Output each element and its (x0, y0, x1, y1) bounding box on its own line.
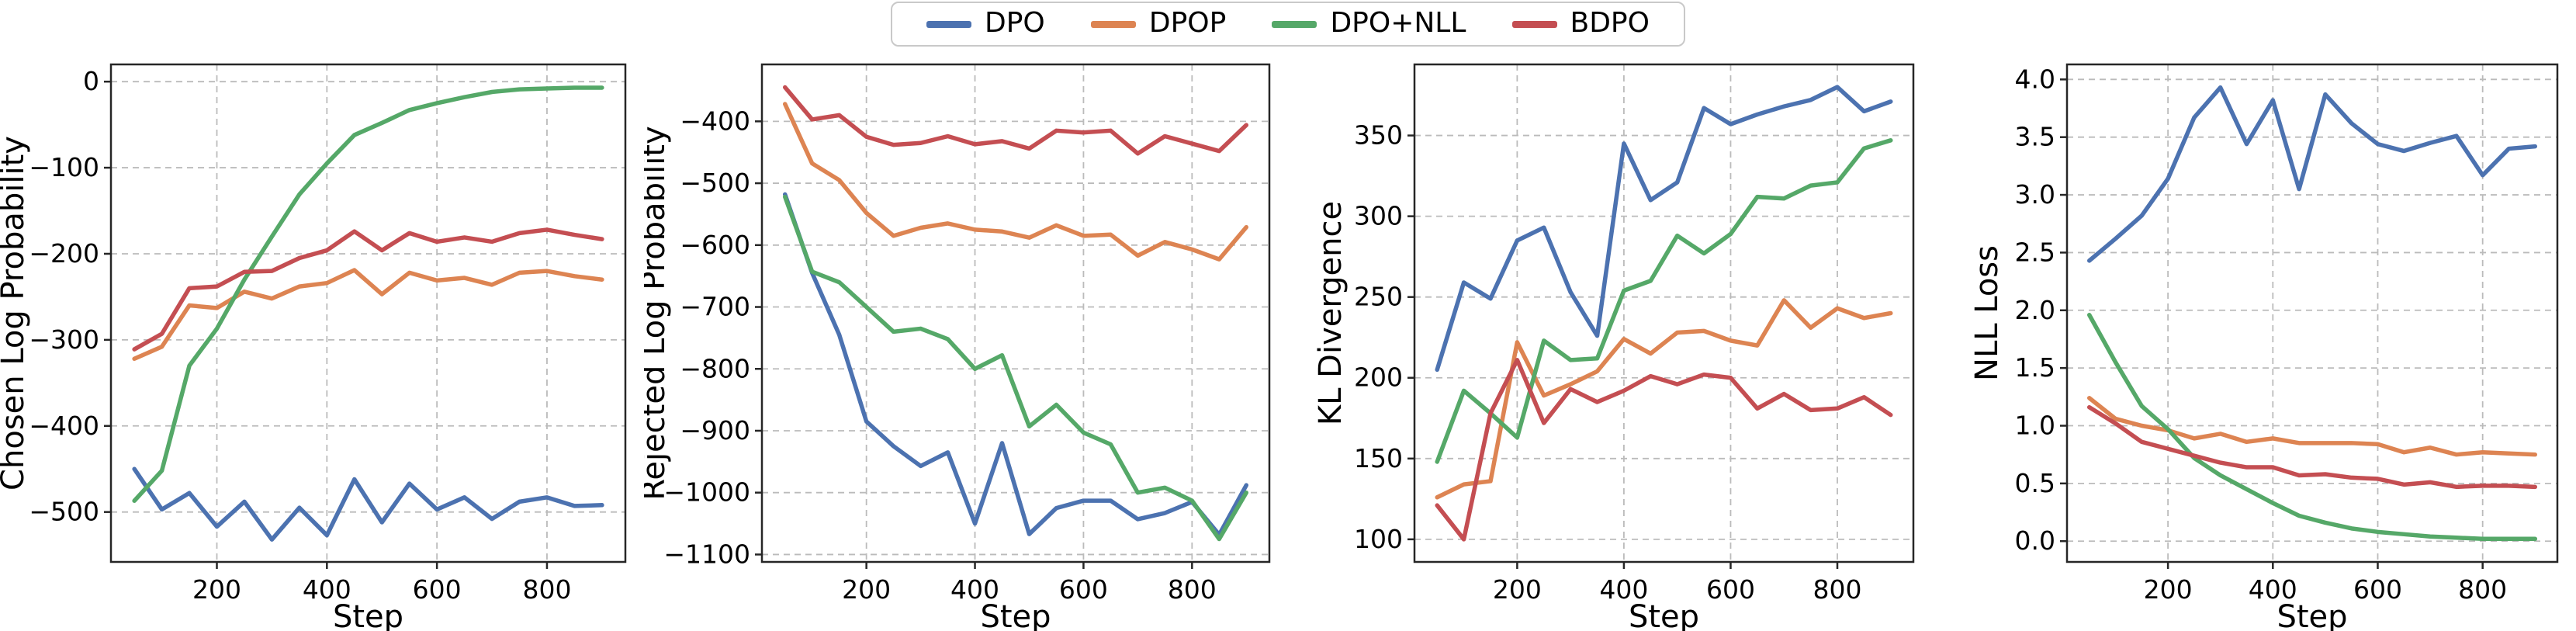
legend-line-sample-dpop-icon (1090, 20, 1136, 28)
chart-panel-kl-divergence: 200 400 600 800 100 150 200 250 300 350 Step KL Div… (1288, 0, 1932, 631)
y-tick-label: −100 (29, 152, 99, 182)
y-tick-label: −200 (29, 238, 99, 269)
series-line-dpop (132, 268, 604, 362)
y-tick-label: 0 (83, 66, 99, 96)
series-line-dpo-nll (782, 194, 1249, 542)
y-tick-label: −800 (680, 353, 750, 383)
legend-label-dpop: DPOP (1148, 6, 1227, 39)
axes-spines (109, 63, 627, 563)
y-tick-label: −700 (680, 292, 750, 322)
y-tick-label: 3.5 (2015, 122, 2055, 152)
y-axis-label: NLL Loss (1969, 245, 2005, 381)
x-tick-label: 400 (303, 574, 351, 605)
y-axis-label: Chosen Log Probability (0, 136, 31, 491)
y-tick-label: 300 (1354, 201, 1403, 231)
x-tick-label: 800 (1813, 574, 1862, 605)
chart-panel-chosen-log-probability: 200 400 600 800 0 −100 −200 −300 −400 −500 Step Cho… (0, 0, 644, 631)
series-line-dpo (2086, 85, 2538, 263)
series-line-dpop (2086, 396, 2538, 457)
y-tick-label: 0.5 (2015, 468, 2055, 498)
axes-spines (2065, 63, 2559, 563)
x-tick-label: 200 (2144, 574, 2193, 605)
x-tick-label: 400 (1599, 574, 1648, 605)
kl-divergence-chart: 200 400 600 800 100 150 200 250 300 350 Step KL Div… (1313, 63, 1915, 631)
y-tick-label: 200 (1354, 362, 1403, 393)
chosen-log-probability-chart: 200 400 600 800 0 −100 −200 −300 −400 −500 Step Cho… (0, 63, 627, 631)
series-line-dpop (782, 102, 1249, 262)
series-line-dpo-nll (1435, 138, 1893, 464)
x-tick-label: 800 (522, 574, 571, 605)
x-tick-label: 400 (950, 574, 999, 605)
series-line-bdpo (1435, 358, 1893, 542)
legend-item-dpo-nll: DPO+NLL (1272, 9, 1466, 40)
series-line-dpo-nll (2086, 312, 2538, 542)
x-tick-label: 600 (1059, 574, 1108, 605)
y-tick-label: 150 (1354, 443, 1403, 473)
series-line-dpop (1435, 298, 1893, 500)
series-line-bdpo (782, 85, 1249, 156)
y-tick-label: −1000 (663, 477, 750, 508)
y-tick-label: 350 (1354, 120, 1403, 151)
legend-item-dpop: DPOP (1090, 6, 1227, 40)
legend-line-sample-bdpo-icon (1511, 20, 1557, 28)
series-line-bdpo (132, 227, 604, 352)
series-line-dpo-nll (132, 85, 604, 504)
chart-panel-nll-loss: 200 400 600 800 4.0 3.5 3.0 2.5 2.0 1.5 1.0 0.5 0.0 S… (1932, 0, 2576, 631)
y-tick-label: 3.0 (2015, 179, 2055, 210)
y-tick-label: 250 (1354, 282, 1403, 312)
x-tick-label: 600 (1706, 574, 1755, 605)
axes-spines (760, 63, 1271, 563)
y-tick-label: −400 (29, 411, 99, 441)
legend-label-dpo-nll: DPO+NLL (1330, 6, 1466, 39)
x-tick-label: 200 (842, 574, 891, 605)
y-tick-label: −600 (680, 230, 750, 260)
y-tick-label: −300 (29, 324, 99, 355)
y-tick-label: −500 (680, 168, 750, 198)
x-tick-label: 600 (2353, 574, 2402, 605)
legend-item-dpo: DPO (926, 9, 1045, 40)
chart-legend: DPO DPOP DPO+NLL BDPO (891, 2, 1685, 47)
x-axis-label: Step (1629, 599, 1699, 631)
y-tick-label: 100 (1354, 524, 1403, 554)
series-line-dpo (132, 466, 604, 542)
x-axis-label: Step (980, 599, 1051, 631)
legend-label-bdpo: BDPO (1570, 6, 1650, 39)
legend-item-bdpo: BDPO (1511, 6, 1650, 40)
series-line-dpo (1435, 85, 1893, 373)
y-tick-label: −500 (29, 497, 99, 527)
y-tick-label: 4.0 (2015, 64, 2055, 94)
x-axis-label: Step (2277, 599, 2347, 631)
y-tick-label: 0.0 (2015, 525, 2055, 556)
x-axis-label: Step (333, 599, 403, 631)
nll-loss-chart: 200 400 600 800 4.0 3.5 3.0 2.5 2.0 1.5 1.0 0.5 0.0 S… (1969, 63, 2559, 631)
axes-spines (1413, 63, 1915, 563)
series-line-dpo (782, 192, 1249, 537)
x-tick-label: 800 (2458, 574, 2507, 605)
chart-panel-rejected-log-probability: 200 400 600 800 −400 −500 −600 −700 −800 −900 −100… (644, 0, 1288, 631)
rejected-log-probability-chart: 200 400 600 800 −400 −500 −600 −700 −800 −900 −100… (644, 63, 1271, 631)
legend-line-sample-dpo-nll-icon (1272, 20, 1317, 28)
legend-label-dpo: DPO (985, 6, 1045, 39)
y-tick-label: 2.0 (2015, 295, 2055, 325)
x-tick-label: 200 (192, 574, 241, 605)
x-tick-label: 600 (413, 574, 462, 605)
y-tick-label: −900 (680, 415, 750, 446)
series-line-bdpo (2086, 404, 2538, 490)
legend-line-sample-dpo-icon (926, 20, 971, 28)
y-tick-label: 2.5 (2015, 237, 2055, 267)
x-tick-label: 200 (1493, 574, 1542, 605)
y-tick-label: 1.5 (2015, 352, 2055, 383)
y-axis-label: Rejected Log Probability (644, 126, 672, 500)
x-tick-label: 800 (1168, 574, 1217, 605)
y-tick-label: 1.0 (2015, 411, 2055, 441)
y-tick-label: −1100 (663, 539, 750, 569)
y-axis-label: KL Divergence (1313, 201, 1349, 425)
y-tick-label: −400 (680, 106, 750, 136)
x-tick-label: 400 (2249, 574, 2297, 605)
